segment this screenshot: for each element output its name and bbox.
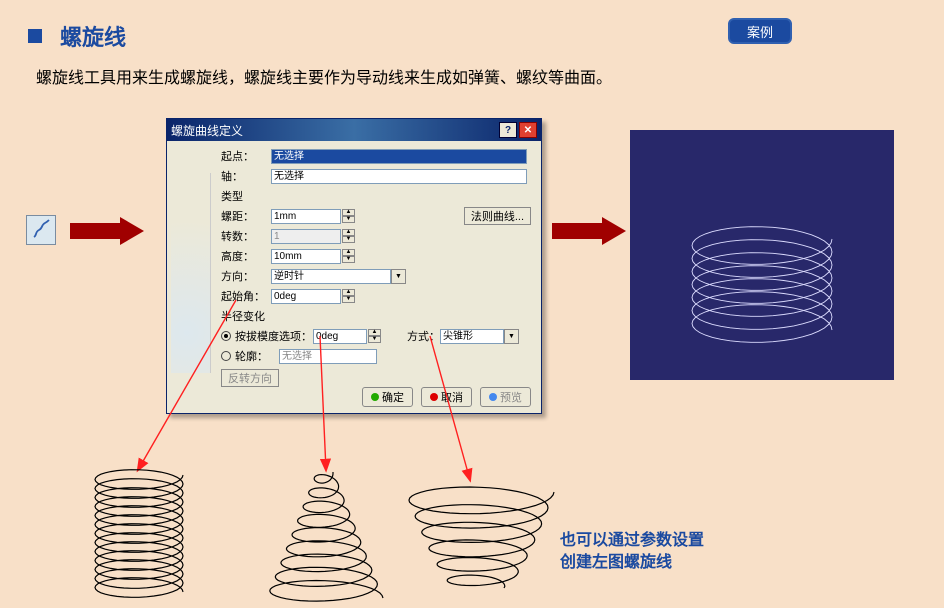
chevron-down-icon[interactable]: ▼ xyxy=(391,269,406,284)
close-icon[interactable]: ✕ xyxy=(519,122,537,138)
chevron-down-icon[interactable]: ▼ xyxy=(504,329,519,344)
conical-spiral xyxy=(260,458,390,608)
note-text: 也可以通过参数设置 创建左图螺旋线 xyxy=(560,530,704,574)
profile-field[interactable]: 无选择 xyxy=(279,349,377,364)
height-spinner[interactable]: ▲▼ xyxy=(342,249,355,263)
turns-label: 转数： xyxy=(221,228,271,244)
cancel-button[interactable]: 取消 xyxy=(421,387,472,407)
helix-tool-icon[interactable] xyxy=(26,215,56,245)
dialog-decor xyxy=(171,173,211,373)
ok-button[interactable]: 确定 xyxy=(362,387,413,407)
pitch-label: 螺距： xyxy=(221,208,271,224)
ok-icon xyxy=(371,393,379,401)
height-label: 高度： xyxy=(221,248,271,264)
dialog-titlebar[interactable]: 螺旋曲线定义 ? ✕ xyxy=(167,119,541,141)
method-label: 方式： xyxy=(407,328,440,344)
law-curve-button[interactable]: 法则曲线... xyxy=(464,207,531,225)
helix-preview-svg xyxy=(630,130,894,380)
startangle-spinner[interactable]: ▲▼ xyxy=(342,289,355,303)
turns-field: 1 xyxy=(271,229,341,244)
startangle-field[interactable]: 0deg xyxy=(271,289,341,304)
axis-label: 轴： xyxy=(221,168,271,184)
bullet-icon xyxy=(28,29,42,43)
page-title: 螺旋线 xyxy=(60,20,126,52)
radio-draft[interactable] xyxy=(221,331,231,341)
pitch-spinner[interactable]: ▲▼ xyxy=(342,209,355,223)
reverse-button[interactable]: 反转方向 xyxy=(221,369,279,387)
help-icon[interactable]: ? xyxy=(499,122,517,138)
pitch-field[interactable]: 1mm xyxy=(271,209,341,224)
dialog-caption: 螺旋曲线定义 xyxy=(171,122,497,139)
radiusvar-label: 半径变化 xyxy=(221,308,265,324)
turns-spinner: ▲▼ xyxy=(342,229,355,243)
startangle-label: 起始角： xyxy=(221,288,271,304)
preview-button[interactable]: 预览 xyxy=(480,387,531,407)
helix-definition-dialog: 螺旋曲线定义 ? ✕ 起点： 无选择 轴： 无选择 类型 螺距： 1mm ▲▼ … xyxy=(166,118,542,414)
axis-field[interactable]: 无选择 xyxy=(271,169,527,184)
helix-preview-panel xyxy=(630,130,894,380)
start-label: 起点： xyxy=(221,148,271,164)
preview-icon xyxy=(489,393,497,401)
direction-combo[interactable]: 逆时针 xyxy=(271,269,391,284)
height-field[interactable]: 10mm xyxy=(271,249,341,264)
example-button[interactable]: 案例 xyxy=(728,18,792,44)
draft-field[interactable]: 0deg xyxy=(313,329,367,344)
type-label: 类型 xyxy=(221,188,243,204)
draft-option-label: 按拔模度选项： xyxy=(235,328,313,344)
bowl-spiral xyxy=(400,468,560,608)
intro-text: 螺旋线工具用来生成螺旋线，螺旋线主要作为导动线来生成如弹簧、螺纹等曲面。 xyxy=(36,64,612,88)
profile-option-label: 轮廓： xyxy=(235,348,279,364)
cylindrical-spiral xyxy=(74,462,204,602)
direction-label: 方向： xyxy=(221,268,271,284)
start-field[interactable]: 无选择 xyxy=(271,149,527,164)
method-combo[interactable]: 尖锥形 xyxy=(440,329,504,344)
cancel-icon xyxy=(430,393,438,401)
draft-spinner[interactable]: ▲▼ xyxy=(368,329,381,343)
radio-profile[interactable] xyxy=(221,351,231,361)
